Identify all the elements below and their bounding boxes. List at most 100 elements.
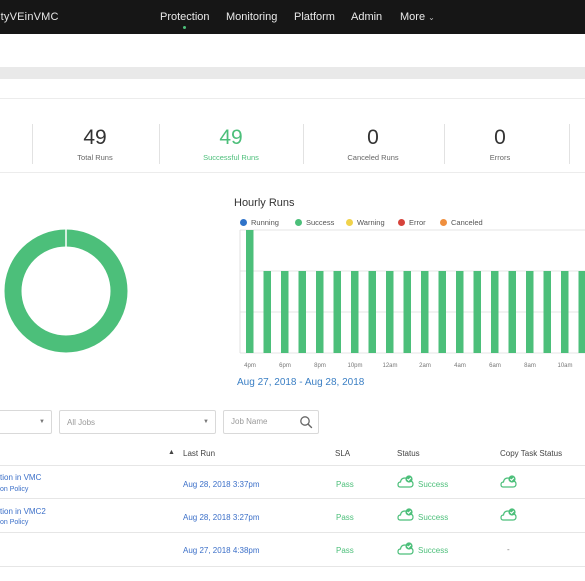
search-icon[interactable] — [299, 415, 313, 429]
bar-success — [508, 271, 516, 353]
divider — [0, 98, 585, 99]
stat-divider — [569, 124, 570, 164]
x-tick-label: 10pm — [347, 363, 362, 369]
chevron-down-icon: ⌄ — [428, 13, 435, 22]
last-run-link[interactable]: Aug 28, 2018 3:37pm — [183, 480, 260, 489]
stat-label: Errors — [489, 153, 511, 162]
nav-protection[interactable]: Protection — [160, 11, 210, 29]
nav-admin[interactable]: Admin — [351, 11, 383, 23]
bar-success — [526, 271, 534, 353]
legend-success[interactable]: Success — [295, 218, 334, 227]
x-tick-label: 8am — [524, 363, 536, 369]
legend-label: Error — [409, 218, 426, 227]
x-tick-label: 6pm — [279, 363, 291, 369]
status-text: Success — [418, 480, 449, 489]
jobs-filter-dropdown[interactable]: All Jobs ▼ — [59, 410, 216, 434]
stat-successful-runs: 49 Successful Runs — [196, 126, 266, 162]
x-tick-label: 4am — [454, 363, 466, 369]
job-name-search[interactable] — [223, 410, 319, 434]
app-title[interactable]: ityVEinVMC — [0, 11, 59, 23]
last-run-link[interactable]: Aug 27, 2018 4:38pm — [183, 546, 260, 555]
bar-success — [351, 271, 359, 353]
bar-success — [368, 271, 376, 353]
bar-success — [386, 271, 394, 353]
legend-label: Warning — [357, 218, 385, 227]
sort-up-icon[interactable]: ▲ — [168, 449, 175, 456]
legend-dot — [440, 219, 447, 226]
cloud-check-icon — [397, 542, 414, 555]
bar-success — [281, 271, 289, 353]
cloud-check-icon — [500, 508, 517, 521]
stat-label: Successful Runs — [203, 153, 259, 162]
caret-down-icon: ▼ — [203, 419, 209, 425]
toolbar-strip — [0, 67, 585, 79]
bar-success — [263, 271, 271, 353]
stat-canceled-runs: 0 Canceled Runs — [338, 126, 408, 162]
stat-total-runs: 49 Total Runs — [60, 126, 130, 162]
status-text: Success — [418, 513, 449, 522]
legend-dot — [240, 219, 247, 226]
stat-value: 49 — [83, 126, 107, 149]
row-divider — [0, 532, 585, 533]
legend-dot — [398, 219, 405, 226]
jobs-filter-value: All Jobs — [67, 418, 96, 427]
stat-divider — [303, 124, 304, 164]
cloud-check-icon — [397, 508, 414, 521]
legend-label: Running — [251, 218, 279, 227]
bar-success — [456, 271, 464, 353]
stat-divider — [159, 124, 160, 164]
bar-success — [578, 271, 585, 353]
bar-success — [473, 271, 481, 353]
legend-error[interactable]: Error — [398, 218, 426, 227]
hourly-runs-chart: 4pm6pm8pm10pm12am2am4am6am8am10am12pm — [239, 229, 585, 369]
bar-success — [543, 271, 551, 353]
sla-value: Pass — [336, 513, 354, 522]
divider — [0, 172, 585, 173]
status-text: Success — [418, 546, 449, 555]
bar-success — [403, 271, 411, 353]
stat-divider — [32, 124, 33, 164]
x-tick-label: 10am — [557, 363, 572, 369]
nav-more-label: More — [400, 11, 426, 23]
job-name-link[interactable]: tion in VMC2 — [0, 507, 46, 516]
nav-platform[interactable]: Platform — [294, 11, 335, 23]
stat-value: 49 — [219, 126, 243, 149]
legend-warning[interactable]: Warning — [346, 218, 385, 227]
legend-canceled[interactable]: Canceled — [440, 218, 483, 227]
bar-success — [333, 271, 341, 353]
stat-value: 0 — [367, 126, 379, 149]
column-last-run[interactable]: Last Run — [183, 449, 216, 458]
column-sla[interactable]: SLA — [335, 449, 351, 458]
row-divider — [0, 566, 585, 567]
nav-more[interactable]: More ⌄ — [400, 11, 435, 23]
date-range-link[interactable]: Aug 27, 2018 - Aug 28, 2018 — [237, 377, 365, 388]
top-nav-bar: ityVEinVMC Protection Monitoring Platfor… — [0, 0, 585, 34]
legend-dot — [295, 219, 302, 226]
column-copy-task-status[interactable]: Copy Task Status — [500, 449, 563, 458]
column-status[interactable]: Status — [397, 449, 420, 458]
sla-value: Pass — [336, 480, 354, 489]
nav-monitoring[interactable]: Monitoring — [226, 11, 278, 23]
cloud-check-icon — [500, 475, 517, 488]
bar-success — [421, 271, 429, 353]
legend-label: Success — [306, 218, 335, 227]
job-name-input[interactable] — [231, 417, 295, 426]
copy-task-empty: - — [507, 545, 510, 554]
stat-label: Canceled Runs — [347, 153, 399, 162]
cloud-check-icon — [397, 475, 414, 488]
legend-running[interactable]: Running — [240, 218, 279, 227]
bar-success — [491, 271, 499, 353]
first-filter-dropdown[interactable]: ▼ — [0, 410, 52, 434]
stat-label: Total Runs — [77, 153, 113, 162]
stat-value: 0 — [494, 126, 506, 149]
stat-divider — [444, 124, 445, 164]
job-name-link[interactable]: tion in VMC — [0, 473, 42, 482]
row-divider — [0, 498, 585, 499]
policy-link[interactable]: on Policy — [0, 519, 29, 526]
bar-success — [316, 271, 324, 353]
sla-value: Pass — [336, 546, 354, 555]
success-donut-chart — [4, 229, 128, 353]
last-run-link[interactable]: Aug 28, 2018 3:27pm — [183, 513, 260, 522]
x-tick-label: 4pm — [244, 363, 256, 369]
policy-link[interactable]: on Policy — [0, 486, 29, 493]
